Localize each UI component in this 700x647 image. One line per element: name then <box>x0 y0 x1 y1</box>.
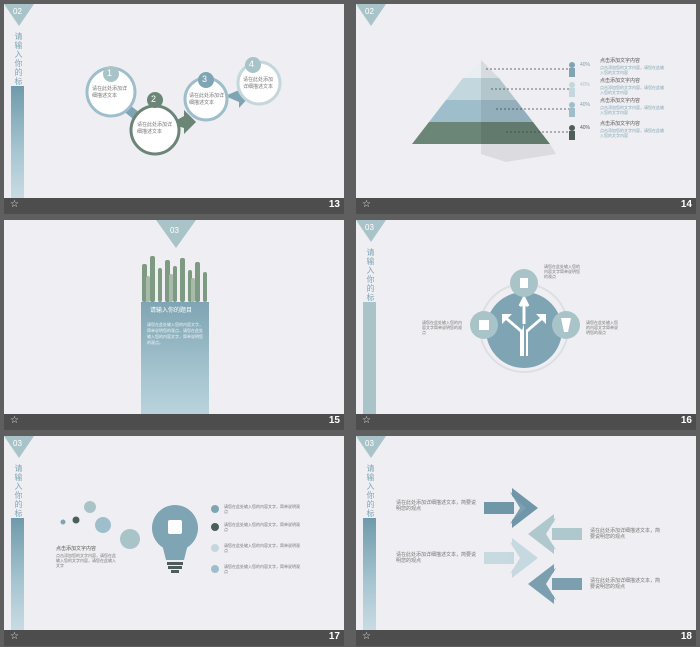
level-1-percent: 40% <box>580 62 591 68</box>
process-diagram <box>85 57 282 156</box>
slide-13-canvas: 02 请输入你的标题 1 2 3 4 请在此处添加详细描述文本 请在此处添加详细… <box>4 4 344 198</box>
level-4-percent: 40% <box>580 125 591 131</box>
step-1-text: 请在此处添加详细描述文本 <box>92 86 128 99</box>
slide-14-canvas: 02 40% 40% 40% 40% 点击添加文字内容 点击添加您的文字内容，请… <box>356 4 696 198</box>
content-panel: 请输入你的题目 请您在此处输入您的内容文字，简单说明您的观点，请您在此处输入您的… <box>141 302 209 414</box>
level-1-text: 点击添加文字内容 点击添加您的文字内容，请您在此输入您的文字内容 <box>600 58 666 75</box>
slide-18-canvas: 03 请输入你的标题 请在此处添加详细描述文本，简要说明您的观点 请在此处添加详… <box>356 436 696 630</box>
step-2-text: 请在此处添加详细描述文本 <box>137 122 173 135</box>
arrows-diagram <box>484 488 582 604</box>
step-4-number: 4 <box>249 59 255 69</box>
section-number: 03 <box>365 439 374 448</box>
star-icon[interactable]: ☆ <box>10 415 19 426</box>
slide-title: 请输入你的标题 <box>14 32 23 95</box>
slide-number: 18 <box>680 631 692 642</box>
text-left: 请您在此处输入您的内容文字简单说明您的观点 <box>422 320 462 335</box>
star-icon[interactable]: ☆ <box>10 631 19 642</box>
slide-thumbnail-14[interactable]: 02 40% 40% 40% 40% 点击添加文字内容 点击添加您的文字内容，请… <box>356 4 696 214</box>
side-bar <box>363 302 376 414</box>
section-number: 03 <box>170 226 179 235</box>
pyramid-diagram <box>412 60 575 162</box>
slide-footer: ☆ 18 <box>356 630 696 646</box>
slide-footer: ☆ 13 <box>4 198 344 214</box>
section-tab <box>4 436 34 458</box>
slide-title: 请输入你的标题 <box>366 464 375 527</box>
slide-number: 14 <box>680 199 692 210</box>
slide-number: 15 <box>328 415 340 426</box>
star-icon[interactable]: ☆ <box>10 199 19 210</box>
section-tab <box>4 4 34 26</box>
panel-text: 请您在此处输入您的内容文字，简单说明您的观点，请您在此处输入您的内容文字，简单说… <box>147 322 203 345</box>
slide-17-canvas: 03 请输入你的标题 点击添加文字内容 点击添加您的文字内容，请您在此输入您的文… <box>4 436 344 630</box>
section-tab <box>356 220 386 242</box>
section-number: 03 <box>13 439 22 448</box>
side-bar <box>11 86 24 198</box>
section-tab <box>356 4 386 26</box>
step-2-number: 2 <box>151 94 157 104</box>
item-4-text: 请您在此处输入您的内容文字，简单说明观点 <box>224 564 300 574</box>
slide-footer: ☆ 16 <box>356 414 696 430</box>
slide-thumbnail-15[interactable]: 03 请输入你的题目 请您在此处输入您的内容文字，简单说明您的观点，请您在此处输… <box>4 220 344 430</box>
arrow-text-1: 请在此处添加详细描述文本，简要说明您的观点 <box>396 500 477 512</box>
slide-footer: ☆ 15 <box>4 414 344 430</box>
left-heading: 点击添加文字内容 <box>56 546 97 552</box>
item-1-text: 请您在此处输入您的内容文字，简单说明观点 <box>224 504 300 514</box>
slide-footer: ☆ 14 <box>356 198 696 214</box>
star-icon[interactable]: ☆ <box>362 199 371 210</box>
slide-16-canvas: 03 请输入你的标题 请您在此处输入您的内容文字简单说明您的观点 请您在此处输入… <box>356 220 696 414</box>
side-bar <box>11 518 24 630</box>
section-number: 03 <box>365 223 374 232</box>
level-1-heading: 点击添加文字内容 <box>600 58 641 64</box>
level-2-percent: 40% <box>580 82 591 88</box>
direction-diagram <box>470 269 580 373</box>
arrow-text-2: 请在此处添加详细描述文本，简要说明您的观点 <box>590 528 661 540</box>
slide-thumbnail-16[interactable]: 03 请输入你的标题 请您在此处输入您的内容文字简单说明您的观点 请您在此处输入… <box>356 220 696 430</box>
step-4-text: 请在此处添加详细描述文本 <box>243 77 274 90</box>
section-tab <box>156 220 196 248</box>
level-4-heading: 点击添加文字内容 <box>600 121 641 127</box>
step-3-number: 3 <box>202 74 208 84</box>
slide-number: 16 <box>680 415 692 426</box>
level-4-text: 点击添加文字内容 点击添加您的文字内容，请您在此输入您的文字内容 <box>600 121 666 138</box>
section-tab <box>356 436 386 458</box>
slide-thumbnail-18[interactable]: 03 请输入你的标题 请在此处添加详细描述文本，简要说明您的观点 请在此处添加详… <box>356 436 696 646</box>
level-2-text: 点击添加文字内容 点击添加您的文字内容，请您在此输入您的文字内容 <box>600 78 666 95</box>
slide-footer: ☆ 17 <box>4 630 344 646</box>
item-2-text: 请您在此处输入您的内容文字，简单说明观点 <box>224 522 300 532</box>
arrow-text-4: 请在此处添加详细描述文本，简要说明您的观点 <box>590 578 661 590</box>
step-1-number: 1 <box>107 68 113 78</box>
slide-number: 17 <box>328 631 340 642</box>
level-2-heading: 点击添加文字内容 <box>600 78 641 84</box>
slide-15-canvas: 03 请输入你的题目 请您在此处输入您的内容文字，简单说明您的观点，请您在此处输… <box>4 220 344 414</box>
left-text-block: 点击添加文字内容 点击添加您的文字内容，请您在此输入您的文字内容，请您在此输入文… <box>56 546 118 568</box>
level-2-desc: 点击添加您的文字内容，请您在此输入您的文字内容 <box>600 85 664 95</box>
star-icon[interactable]: ☆ <box>362 415 371 426</box>
side-bar <box>363 518 376 630</box>
arrow-text-3: 请在此处添加详细描述文本，简要说明您的观点 <box>396 552 477 564</box>
item-3-text: 请您在此处输入您的内容文字，简单说明观点 <box>224 543 300 553</box>
cactus-image <box>142 256 207 302</box>
level-3-text: 点击添加文字内容 点击添加您的文字内容，请您在此输入您的文字内容 <box>600 98 666 115</box>
lightbulb-diagram <box>60 501 219 573</box>
text-top-right: 请您在此处输入您的内容文字简单说明您的观点 <box>544 264 580 279</box>
slide-number: 13 <box>328 199 340 210</box>
panel-title: 请输入你的题目 <box>150 308 193 314</box>
text-right: 请您在此处输入您的内容文字简单说明您的观点 <box>586 320 618 335</box>
level-4-desc: 点击添加您的文字内容，请您在此输入您的文字内容 <box>600 128 664 138</box>
slide-title: 请输入你的标题 <box>366 248 375 311</box>
slide-title: 请输入你的标题 <box>14 464 23 527</box>
left-body: 点击添加您的文字内容，请您在此输入您的文字内容，请您在此输入文字 <box>56 553 116 568</box>
section-number: 02 <box>365 7 374 16</box>
star-icon[interactable]: ☆ <box>362 631 371 642</box>
slide-thumbnail-13[interactable]: 02 请输入你的标题 1 2 3 4 请在此处添加详细描述文本 请在此处添加详细… <box>4 4 344 214</box>
level-3-heading: 点击添加文字内容 <box>600 98 641 104</box>
slide-thumbnail-17[interactable]: 03 请输入你的标题 点击添加文字内容 点击添加您的文字内容，请您在此输入您的文… <box>4 436 344 646</box>
level-3-desc: 点击添加您的文字内容，请您在此输入您的文字内容 <box>600 105 664 115</box>
level-1-desc: 点击添加您的文字内容，请您在此输入您的文字内容 <box>600 65 664 75</box>
level-3-percent: 40% <box>580 102 591 108</box>
section-number: 02 <box>13 7 22 16</box>
step-3-text: 请在此处添加详细描述文本 <box>189 93 225 106</box>
